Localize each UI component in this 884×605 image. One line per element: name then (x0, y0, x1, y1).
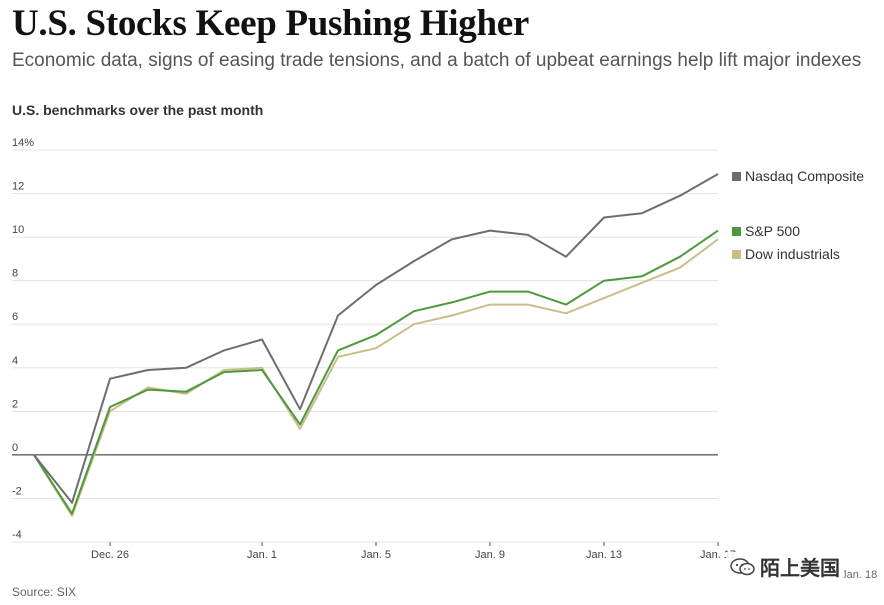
legend-label: Nasdaq Composite (745, 168, 864, 184)
x-tick-label: Jan. 5 (361, 549, 391, 561)
series-line-dow-industrials (33, 238, 719, 517)
watermark: 陌上美国 (726, 552, 844, 581)
y-tick-label: 2 (12, 398, 18, 410)
x-tick-label: Jan. 9 (475, 549, 505, 561)
y-tick-label: 8 (12, 268, 18, 280)
chart-label: U.S. benchmarks over the past month (12, 102, 264, 118)
chat-bubble-icon (730, 557, 755, 575)
y-tick-label: 14% (12, 137, 34, 149)
legend-swatch (732, 250, 741, 259)
y-tick-label: 4 (12, 355, 18, 367)
x-tick-label: Jan. 13 (586, 549, 622, 561)
y-tick-label: -4 (12, 529, 22, 541)
x-tick-label: Dec. 26 (91, 549, 129, 561)
y-tick-label: 12 (12, 181, 24, 193)
y-tick-label: -2 (12, 485, 22, 497)
chart-subtitle: Economic data, signs of easing trade ten… (12, 50, 862, 71)
legend-swatch (732, 227, 741, 236)
series-line-s-p-500 (33, 229, 719, 515)
legend-label: S&P 500 (745, 223, 800, 239)
x-tick-label: Jan. 1 (247, 549, 277, 561)
series-line-nasdaq-composite (33, 173, 719, 504)
y-tick-label: 6 (12, 311, 18, 323)
y-tick-label: 0 (12, 442, 18, 454)
source-note: Source: SIX (12, 585, 77, 599)
y-tick-label: 10 (12, 224, 24, 236)
chart-title: U.S. Stocks Keep Pushing Higher (12, 3, 529, 44)
legend-swatch (732, 172, 741, 181)
legend-label: Dow industrials (745, 246, 840, 262)
watermark-text: 陌上美国 (760, 556, 840, 580)
